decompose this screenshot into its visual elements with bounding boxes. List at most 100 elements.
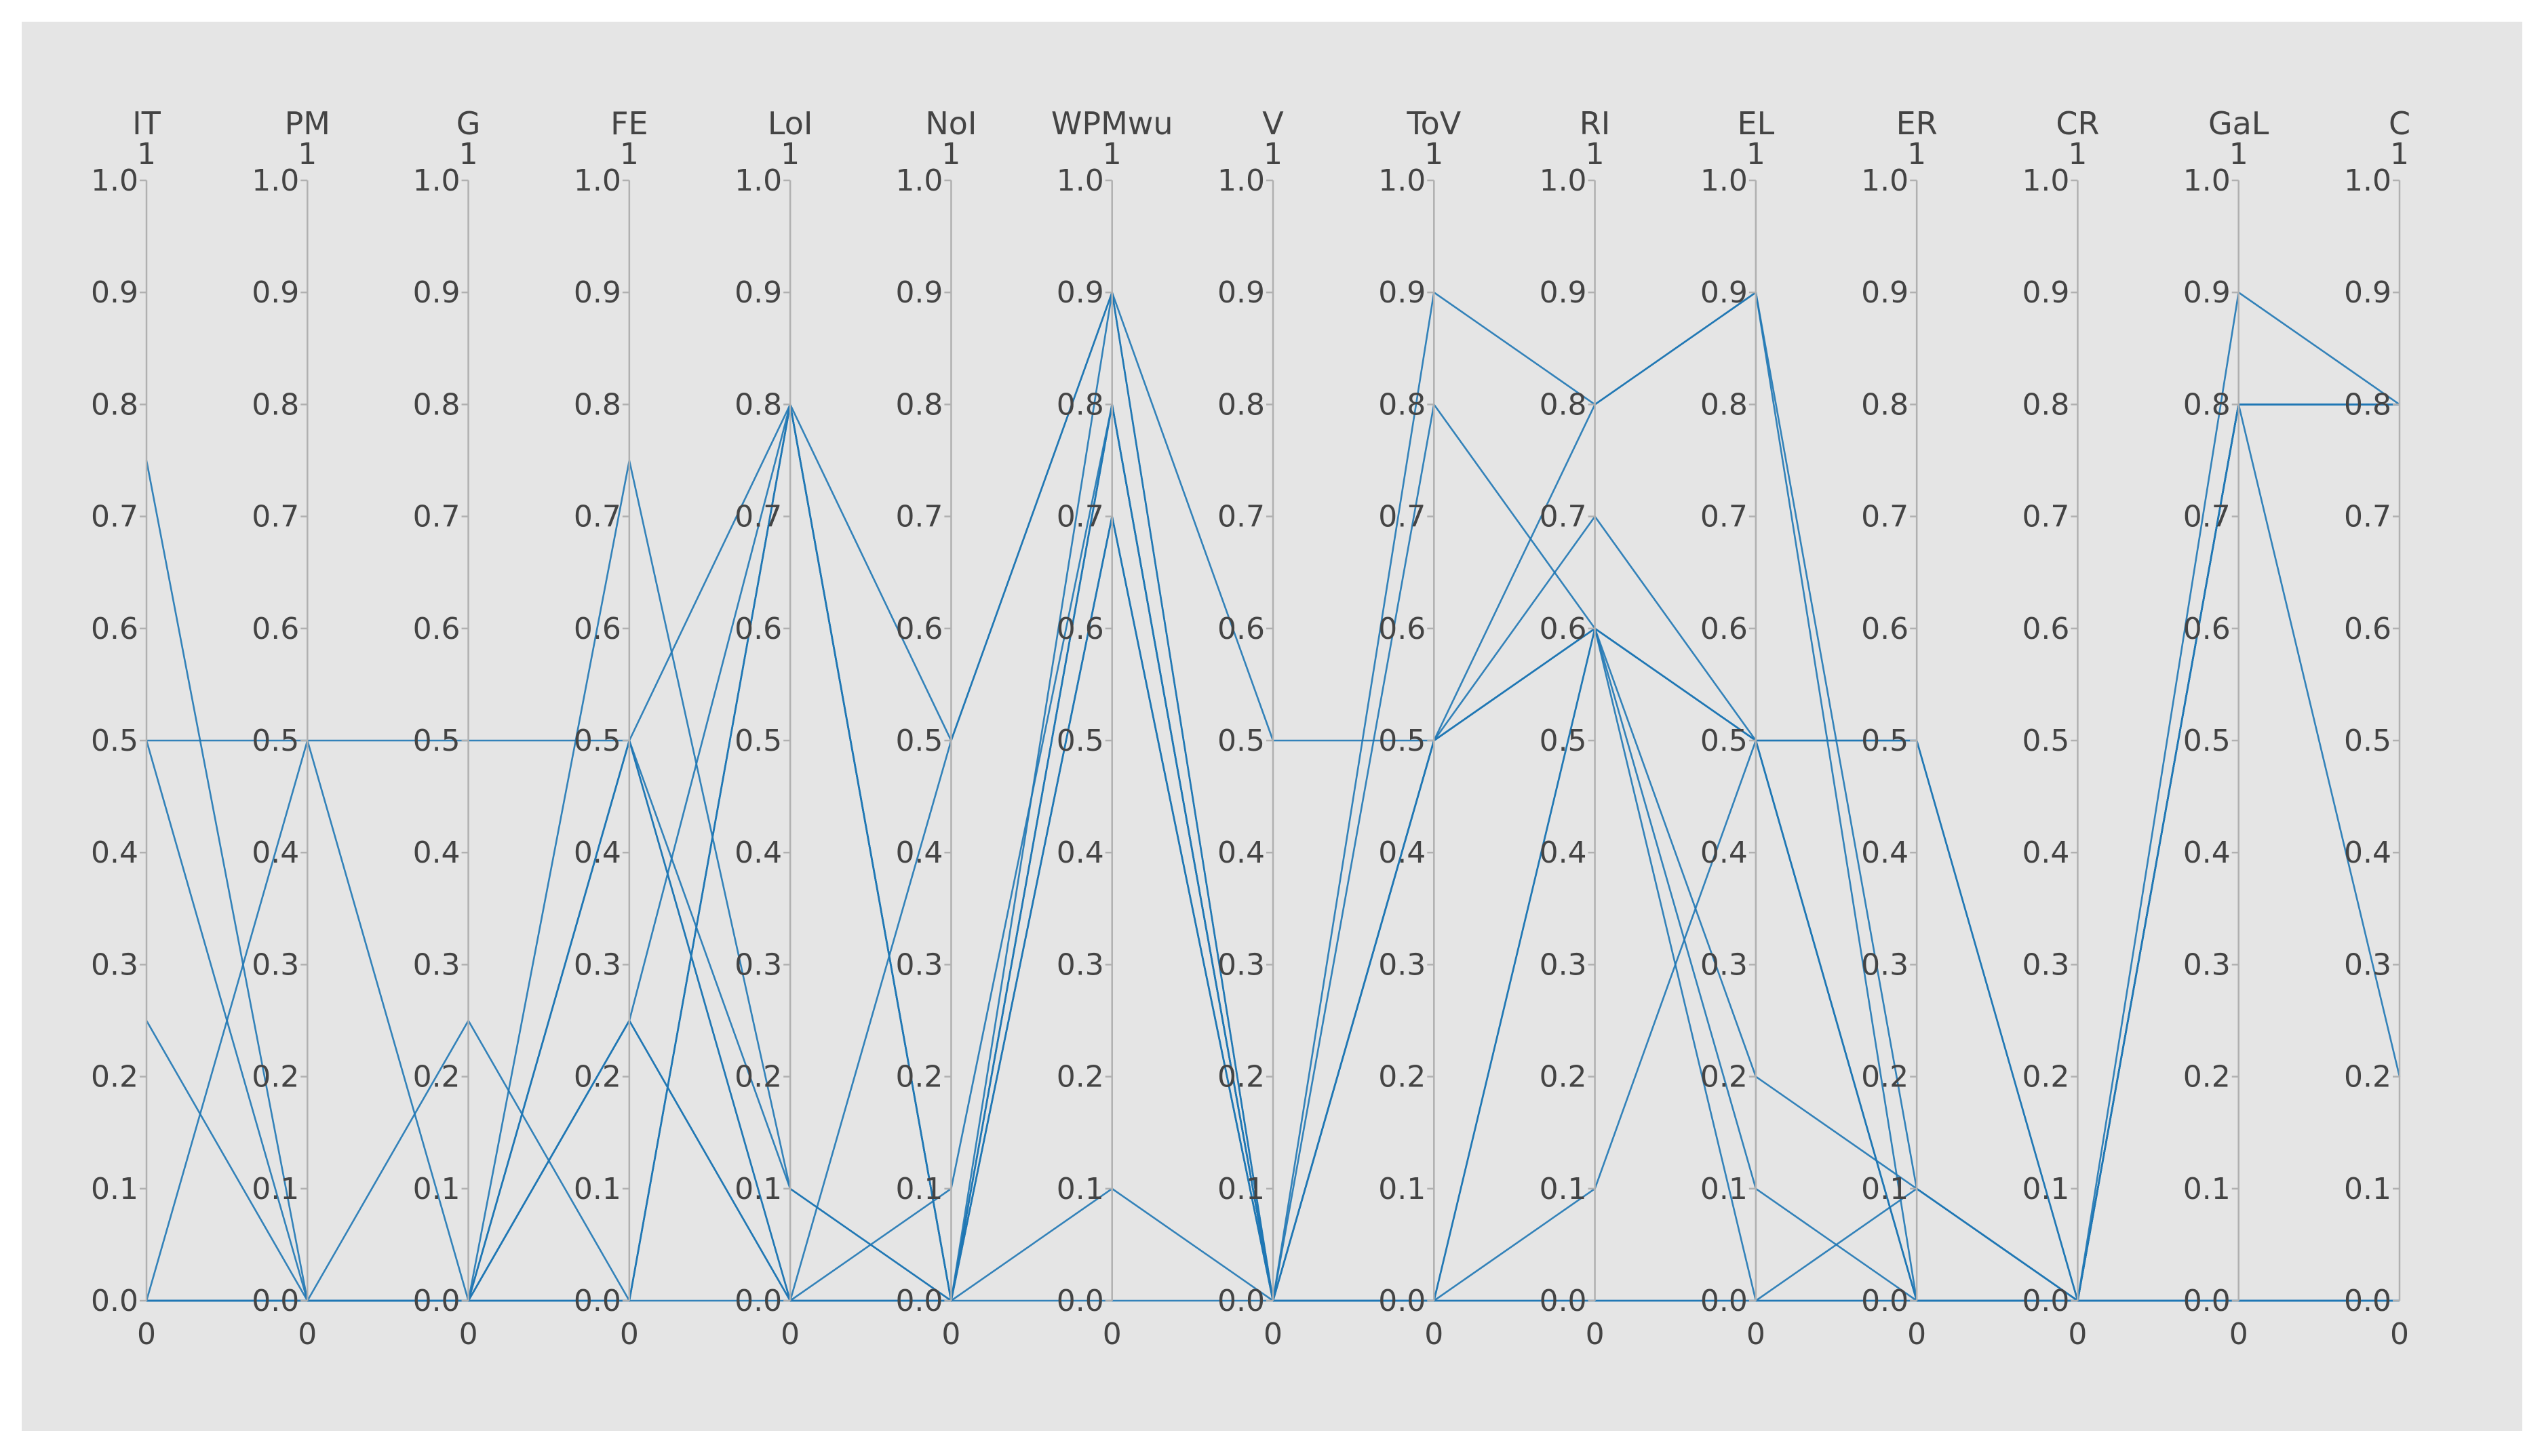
tick-label: 0.0 — [2183, 1284, 2231, 1318]
tick-label: 0.3 — [1861, 947, 1909, 982]
tick-label: 0.2 — [574, 1060, 621, 1095]
tick-label: 0.4 — [1540, 835, 1587, 870]
tick-label: 0.4 — [413, 835, 461, 870]
dimension-label: EL — [1738, 105, 1775, 142]
tick-label: 0.4 — [574, 835, 621, 870]
plot-background — [22, 22, 2522, 1431]
axis-ri[interactable]: 1.0 0.9 0.8 0.7 0.6 0.5 0.4 0.3 0.2 0.1 0.0 RI1 0 — [1540, 105, 1611, 1352]
tick-label: 0.4 — [1057, 835, 1104, 870]
tick-label: 0.4 — [1217, 835, 1265, 870]
range-min-label: 0 — [298, 1317, 317, 1352]
tick-label: 0.3 — [895, 947, 943, 982]
tick-label: 0.6 — [1217, 612, 1265, 646]
tick-label: 0.3 — [1217, 947, 1265, 982]
axis-it[interactable]: 1.0 0.9 0.8 0.7 0.6 0.5 0.4 0.3 0.2 0.1 0.0 IT1 0 — [91, 105, 161, 1352]
tick-label: 1.0 — [1540, 163, 1587, 198]
dimension-label: V — [1262, 105, 1284, 142]
tick-label: 0.1 — [735, 1172, 782, 1206]
axis-v[interactable]: 1.0 0.9 0.8 0.7 0.6 0.5 0.4 0.3 0.2 0.1 0.0 V1 0 — [1217, 105, 1284, 1352]
axis-er[interactable]: 1.0 0.9 0.8 0.7 0.6 0.5 0.4 0.3 0.2 0.1 0.0 ER1 0 — [1861, 105, 1938, 1352]
range-min-label: 0 — [620, 1317, 639, 1352]
tick-label: 0.1 — [413, 1172, 461, 1206]
tick-label: 0.4 — [252, 835, 299, 870]
tick-label: 0.2 — [1540, 1060, 1587, 1095]
tick-label: 0.2 — [2183, 1060, 2231, 1095]
tick-label: 1.0 — [413, 163, 461, 198]
axis-el[interactable]: 1.0 0.9 0.8 0.7 0.6 0.5 0.4 0.3 0.2 0.1 0.0 EL1 0 — [1700, 105, 1775, 1352]
tick-label: 0.8 — [1057, 387, 1104, 422]
tick-label: 0.6 — [1378, 612, 1426, 646]
range-min-label: 0 — [459, 1317, 478, 1352]
tick-label: 1.0 — [2022, 163, 2069, 198]
tick-label: 0.7 — [91, 500, 138, 534]
tick-label: 1.0 — [895, 163, 943, 198]
axis-fe[interactable]: 1.0 0.9 0.8 0.7 0.6 0.5 0.4 0.3 0.2 0.1 0.0 FE1 0 — [574, 105, 648, 1352]
tick-label: 0.7 — [1217, 500, 1265, 534]
dimension-label: LoI — [768, 105, 813, 142]
tick-label: 0.1 — [252, 1172, 299, 1206]
tick-label: 0.5 — [1540, 724, 1587, 758]
range-min-label: 0 — [1586, 1317, 1605, 1352]
tick-label: 0.9 — [1700, 275, 1748, 310]
tick-label: 0.8 — [1217, 387, 1265, 422]
tick-label: 0.0 — [895, 1284, 943, 1318]
tick-label: 0.9 — [1540, 275, 1587, 310]
tick-label: 0.0 — [1861, 1284, 1909, 1318]
tick-label: 0.0 — [2344, 1284, 2391, 1318]
tick-label: 0.2 — [1057, 1060, 1104, 1095]
tick-label: 0.9 — [413, 275, 461, 310]
tick-label: 0.9 — [1861, 275, 1909, 310]
tick-label: 0.5 — [574, 724, 621, 758]
tick-label: 0.7 — [2183, 500, 2231, 534]
tick-label: 0.2 — [1217, 1060, 1265, 1095]
range-max-label: 1 — [1424, 137, 1443, 172]
tick-label: 0.3 — [413, 947, 461, 982]
range-max-label: 1 — [1103, 137, 1122, 172]
tick-label: 0.0 — [2022, 1284, 2069, 1318]
axis-g[interactable]: 1.0 0.9 0.8 0.7 0.6 0.5 0.4 0.3 0.2 0.1 0.0 G1 0 — [413, 105, 481, 1352]
tick-label: 0.3 — [1378, 947, 1426, 982]
tick-label: 0.8 — [2183, 387, 2231, 422]
dimension-label: ER — [1896, 105, 1938, 142]
tick-label: 0.1 — [1861, 1172, 1909, 1206]
axis-c[interactable]: 1.0 0.9 0.8 0.7 0.6 0.5 0.4 0.3 0.2 0.1 0.0 C1 0 — [2344, 105, 2410, 1352]
axis-cr[interactable]: 1.0 0.9 0.8 0.7 0.6 0.5 0.4 0.3 0.2 0.1 0.0 CR1 0 — [2022, 105, 2099, 1352]
axis-pm[interactable]: 1.0 0.9 0.8 0.7 0.6 0.5 0.4 0.3 0.2 0.1 0.0 PM1 0 — [252, 105, 330, 1352]
dimension-label: PM — [285, 105, 330, 142]
tick-label: 0.2 — [413, 1060, 461, 1095]
tick-label: 0.1 — [1700, 1172, 1748, 1206]
tick-label: 1.0 — [1700, 163, 1748, 198]
range-min-label: 0 — [2229, 1317, 2248, 1352]
tick-label: 0.0 — [1700, 1284, 1748, 1318]
tick-label: 0.8 — [735, 387, 782, 422]
range-max-label: 1 — [2229, 137, 2248, 172]
tick-label: 1.0 — [1057, 163, 1104, 198]
tick-label: 0.0 — [735, 1284, 782, 1318]
tick-label: 0.1 — [2183, 1172, 2231, 1206]
range-max-label: 1 — [1586, 137, 1605, 172]
tick-label: 0.7 — [1700, 500, 1748, 534]
range-max-label: 1 — [137, 137, 156, 172]
tick-label: 0.9 — [91, 275, 138, 310]
tick-label: 0.7 — [1378, 500, 1426, 534]
tick-label: 0.6 — [1057, 612, 1104, 646]
dimension-label: G — [456, 105, 481, 142]
tick-label: 0.3 — [91, 947, 138, 982]
tick-label: 0.5 — [1378, 724, 1426, 758]
tick-label: 0.5 — [1861, 724, 1909, 758]
dimension-label: ToV — [1406, 105, 1461, 142]
dimension-label: RI — [1580, 105, 1611, 142]
tick-label: 0.0 — [91, 1284, 138, 1318]
tick-label: 0.4 — [895, 835, 943, 870]
tick-label: 0.7 — [735, 500, 782, 534]
dimension-label: CR — [2056, 105, 2099, 142]
tick-label: 0.2 — [1378, 1060, 1426, 1095]
tick-label: 0.6 — [1540, 612, 1587, 646]
